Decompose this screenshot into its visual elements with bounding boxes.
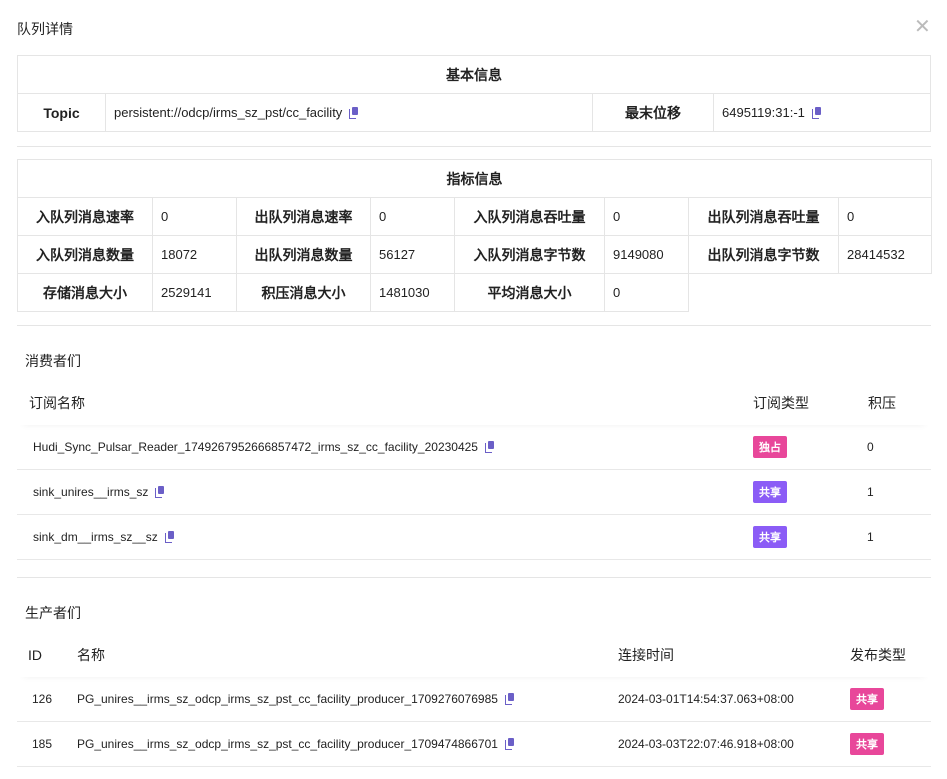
metric-label: 平均消息大小 [454, 273, 605, 312]
backlog-value: 0 [867, 440, 874, 454]
metric-value: 18072 [152, 235, 237, 274]
topic-label: Topic [17, 93, 106, 132]
consumers-table: 订阅名称 订阅类型 积压 Hudi_Sync_Pulsar_Reader_174… [17, 380, 931, 560]
topic-value: persistent://odcp/irms_sz_pst/cc_facilit… [114, 105, 343, 120]
producer-id: 185 [32, 737, 53, 751]
col-name: 名称 [77, 646, 105, 663]
col-publish-type: 发布类型 [850, 646, 906, 663]
col-backlog: 积压 [868, 394, 896, 411]
table-row: sink_unires__irms_sz 共享 1 [17, 470, 931, 515]
metric-value: 0 [604, 273, 689, 312]
connect-time: 2024-03-01T14:54:37.063+08:00 [618, 692, 794, 706]
copy-icon[interactable] [504, 738, 514, 750]
metric-value: 0 [604, 197, 689, 236]
copy-icon[interactable] [504, 693, 514, 705]
dialog-title: 队列详情 [17, 21, 73, 37]
metric-value: 56127 [370, 235, 455, 274]
metric-value: 0 [370, 197, 455, 236]
subscription-type-badge: 共享 [753, 481, 787, 503]
empty-cell [688, 273, 932, 312]
col-id: ID [28, 646, 42, 663]
table-row: 126 PG_unires__irms_sz_odcp_irms_sz_pst_… [17, 677, 931, 722]
metric-value: 1481030 [370, 273, 455, 312]
divider [17, 325, 931, 326]
col-subscription-name: 订阅名称 [29, 394, 85, 411]
copy-icon[interactable] [811, 107, 821, 119]
metric-label: 出队列消息吞吐量 [688, 197, 839, 236]
copy-icon[interactable] [349, 107, 359, 119]
metric-value: 0 [152, 197, 237, 236]
metric-label: 入队列消息数量 [17, 235, 153, 274]
metric-label: 积压消息大小 [236, 273, 371, 312]
metric-value: 28414532 [838, 235, 932, 274]
table-row: sink_dm__irms_sz__sz 共享 1 [17, 515, 931, 560]
metric-label: 出队列消息速率 [236, 197, 371, 236]
subscription-name: sink_unires__irms_sz [33, 485, 149, 499]
metric-value: 0 [838, 197, 932, 236]
producers-title: 生产者们 [25, 605, 81, 621]
divider [17, 577, 931, 578]
offset-value: 6495119:31:-1 [722, 105, 805, 120]
metrics-table: 指标信息 入队列消息速率 0 出队列消息速率 0 入队列消息吞吐量 0 出队列消息吞吐量 0 入… [17, 159, 932, 312]
metric-label: 存储消息大小 [17, 273, 153, 312]
col-connect-time: 连接时间 [618, 646, 674, 663]
backlog-value: 1 [867, 530, 874, 544]
copy-icon[interactable] [164, 531, 174, 543]
backlog-value: 1 [867, 485, 874, 499]
subscription-name: sink_dm__irms_sz__sz [33, 530, 158, 544]
metric-value: 2529141 [152, 273, 237, 312]
connect-time: 2024-03-03T22:07:46.918+08:00 [618, 737, 794, 751]
subscription-type-badge: 独占 [753, 436, 787, 458]
metric-label: 出队列消息数量 [236, 235, 371, 274]
metrics-header: 指标信息 [17, 159, 932, 198]
subscription-type-badge: 共享 [753, 526, 787, 548]
table-header: ID 名称 连接时间 发布类型 [17, 632, 931, 677]
metric-label: 入队列消息吞吐量 [454, 197, 605, 236]
metric-value: 9149080 [604, 235, 689, 274]
offset-label: 最末位移 [592, 93, 714, 132]
subscription-name: Hudi_Sync_Pulsar_Reader_1749267952666857… [33, 440, 478, 454]
metric-label: 入队列消息字节数 [454, 235, 605, 274]
producer-id: 126 [32, 692, 53, 706]
close-icon[interactable]: ✕ [914, 16, 931, 38]
table-row: 185 PG_unires__irms_sz_odcp_irms_sz_pst_… [17, 722, 931, 767]
table-row: Hudi_Sync_Pulsar_Reader_1749267952666857… [17, 425, 931, 470]
metric-label: 出队列消息字节数 [688, 235, 839, 274]
publish-type-badge: 共享 [850, 688, 884, 710]
metric-label: 入队列消息速率 [17, 197, 153, 236]
table-header: 订阅名称 订阅类型 积压 [17, 380, 931, 425]
producers-table: ID 名称 连接时间 发布类型 126 PG_unires__irms_sz_o… [17, 632, 931, 767]
basic-info-header: 基本信息 [17, 55, 931, 94]
divider [17, 146, 931, 147]
publish-type-badge: 共享 [850, 733, 884, 755]
col-subscription-type: 订阅类型 [753, 394, 809, 411]
producer-name: PG_unires__irms_sz_odcp_irms_sz_pst_cc_f… [77, 692, 498, 706]
consumers-title: 消费者们 [25, 353, 81, 369]
copy-icon[interactable] [155, 486, 165, 498]
copy-icon[interactable] [484, 441, 494, 453]
basic-info-table: 基本信息 Topic persistent://odcp/irms_sz_pst… [17, 55, 931, 132]
producer-name: PG_unires__irms_sz_odcp_irms_sz_pst_cc_f… [77, 737, 498, 751]
